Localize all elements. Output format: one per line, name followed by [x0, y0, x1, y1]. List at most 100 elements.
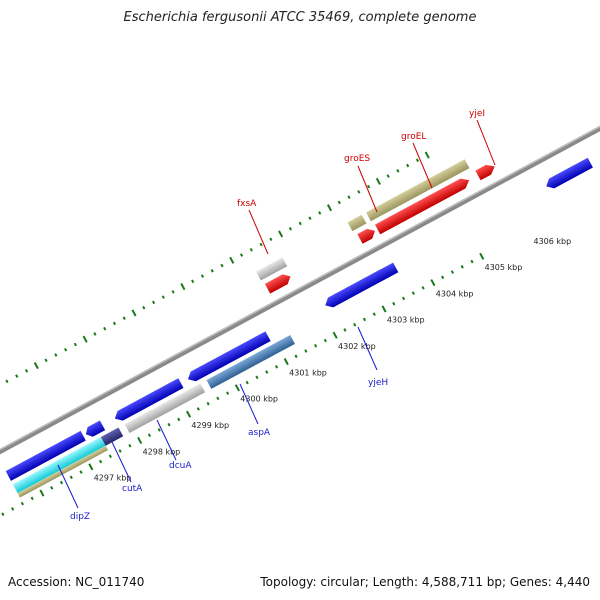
label-yjeH: yjeH	[368, 378, 388, 388]
ruler-label-group: 4297 kbp 4298 kbp 4299 kbp 4300 kbp 4301 kbp…	[94, 237, 572, 483]
gene-groES-arrow[interactable]	[357, 226, 377, 244]
ruler-label: 4301 kbp	[289, 368, 327, 377]
reverse-minor-tick	[196, 407, 200, 411]
forward-minor-tick	[366, 184, 371, 189]
forward-minor-tick	[308, 216, 312, 220]
gene-blue-small[interactable]	[83, 420, 106, 439]
reverse-major-tick	[186, 410, 192, 418]
reverse-minor-tick	[226, 391, 230, 395]
reverse-minor-tick	[460, 265, 464, 269]
gene-blue-mid-2[interactable]	[185, 331, 271, 384]
gene-groEL-block[interactable]	[366, 159, 470, 222]
reverse-minor-tick	[50, 486, 54, 490]
forward-minor-tick	[73, 342, 77, 347]
forward-minor-tick	[142, 305, 146, 310]
reverse-minor-tick	[372, 312, 376, 316]
label-dipZ: dipZ	[70, 512, 90, 522]
reverse-major-tick	[479, 252, 485, 260]
forward-minor-tick	[357, 190, 361, 194]
map-track-group: 4297 kbp 4298 kbp 4299 kbp 4300 kbp 4301 kbp…	[0, 117, 600, 516]
forward-minor-tick	[103, 326, 107, 331]
reverse-minor-tick	[294, 354, 298, 359]
forward-major-tick	[180, 283, 186, 291]
ruler-label: 4305 kbp	[485, 263, 523, 272]
reverse-major-tick	[381, 305, 387, 313]
reverse-minor-tick	[353, 322, 357, 327]
forward-minor-tick	[406, 163, 410, 168]
forward-major-tick	[82, 335, 88, 343]
genome-backbone	[0, 117, 600, 463]
ruler-label: 4299 kbp	[191, 421, 229, 430]
forward-minor-tick	[161, 295, 165, 299]
gene-dcuA-block[interactable]	[124, 383, 206, 433]
reverse-minor-tick	[206, 401, 210, 406]
reverse-minor-tick	[216, 396, 220, 401]
reverse-minor-tick	[1, 512, 5, 516]
gene-yjeH-arrow[interactable]	[323, 262, 399, 311]
forward-major-tick	[424, 151, 430, 159]
reverse-minor-tick	[157, 428, 161, 432]
reverse-minor-tick	[343, 328, 347, 332]
forward-minor-tick	[259, 242, 263, 247]
gene-olive-dipZ[interactable]	[17, 445, 108, 498]
label-cutA: cutA	[122, 484, 143, 494]
reverse-minor-tick	[20, 501, 24, 506]
forward-major-tick	[229, 256, 235, 264]
forward-minor-tick	[288, 226, 292, 231]
label-dcuA: dcuA	[169, 461, 192, 471]
reverse-minor-tick	[441, 275, 445, 280]
gene-cutA-block[interactable]	[100, 427, 124, 446]
reverse-minor-tick	[323, 338, 327, 343]
reverse-minor-tick	[98, 459, 103, 464]
reverse-major-tick	[430, 279, 436, 287]
reverse-minor-tick	[11, 507, 15, 511]
reverse-minor-tick	[421, 286, 425, 290]
reverse-major-tick	[332, 331, 338, 339]
gene-blue-mid-1[interactable]	[112, 378, 184, 423]
forward-minor-tick	[64, 347, 68, 352]
gene-yjeI-arrow[interactable]	[475, 162, 497, 181]
forward-tick-row	[5, 151, 430, 384]
gene-blue-right[interactable]	[544, 157, 593, 191]
gene-groES-block[interactable]	[347, 214, 367, 232]
reverse-minor-tick	[128, 443, 132, 448]
reverse-minor-tick	[274, 365, 279, 369]
forward-minor-tick	[112, 321, 117, 326]
genome-summary-text: Topology: circular; Length: 4,588,711 bp…	[260, 575, 590, 589]
reverse-label-group: dipZ cutA dcuA aspA yjeH	[57, 326, 388, 522]
genome-backbone-highlight	[0, 117, 600, 460]
reverse-minor-tick	[411, 291, 415, 295]
forward-minor-tick	[269, 237, 273, 242]
reverse-minor-tick	[450, 270, 455, 274]
forward-minor-tick	[15, 374, 19, 378]
gene-grey-fwd[interactable]	[256, 257, 288, 281]
reverse-gene-track	[5, 157, 593, 498]
gene-fxsA-arrow[interactable]	[264, 272, 293, 294]
forward-minor-tick	[337, 200, 341, 205]
forward-gene-track	[256, 159, 497, 294]
forward-minor-tick	[220, 263, 224, 268]
gene-groEL-arrow[interactable]	[374, 175, 472, 235]
forward-major-tick	[278, 230, 284, 238]
ruler-label: 4297 kbp	[94, 474, 132, 483]
gene-cyan-dipZ[interactable]	[12, 436, 106, 494]
forward-minor-tick	[318, 211, 322, 215]
accession-text: Accession: NC_011740	[8, 575, 145, 589]
reverse-tick-row	[1, 252, 485, 516]
gene-aspA-block[interactable]	[206, 335, 295, 389]
leader-dcuA	[156, 419, 177, 461]
label-fxsA: fxsA	[237, 199, 257, 209]
ruler-label: 4300 kbp	[240, 395, 278, 404]
forward-minor-tick	[210, 269, 214, 273]
reverse-minor-tick	[177, 417, 181, 422]
forward-minor-tick	[239, 253, 244, 257]
reverse-minor-tick	[255, 375, 259, 380]
reverse-minor-tick	[470, 259, 474, 264]
leader-yjeI	[476, 119, 496, 166]
reverse-minor-tick	[265, 370, 269, 374]
forward-minor-tick	[151, 300, 156, 305]
gene-blue-far-left[interactable]	[5, 430, 86, 481]
reverse-major-tick	[283, 357, 289, 366]
reverse-minor-tick	[362, 317, 367, 322]
